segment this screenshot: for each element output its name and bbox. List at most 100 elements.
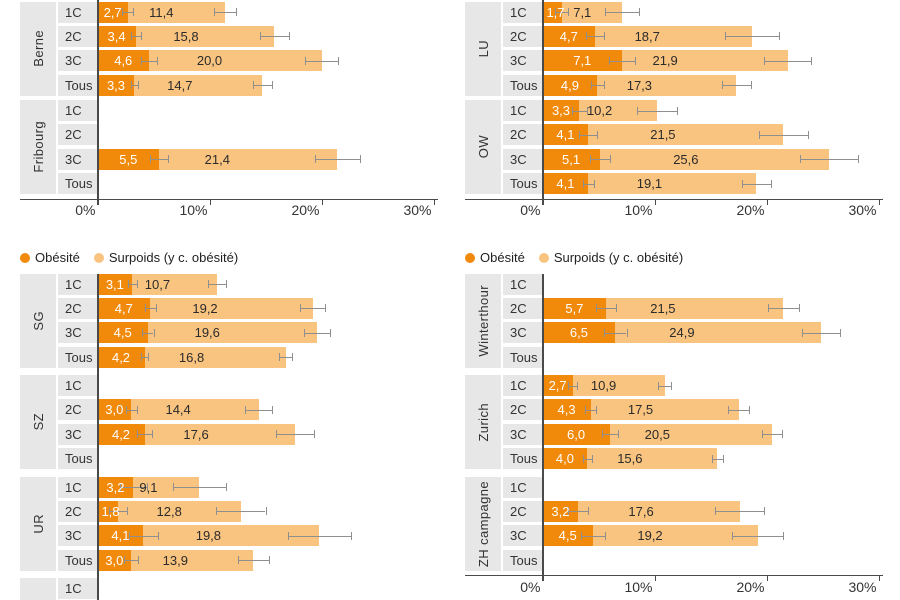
row-label: 2C (503, 25, 542, 47)
error-bar-obesite-right-cap (635, 56, 637, 65)
value-label-surpoids: 16,8 (178, 349, 205, 365)
error-bar-surpoids (237, 560, 269, 562)
error-bar-surpoids-right-cap (676, 106, 678, 115)
row-label: 1C (503, 375, 542, 397)
error-bar-surpoids-left-cap (728, 405, 730, 414)
row-label: 1C (503, 100, 542, 122)
error-bar-obesite-right-cap (136, 280, 138, 288)
error-bar-surpoids-right-cap (292, 353, 294, 362)
value-label-surpoids: 21,5 (650, 300, 676, 316)
bar-surpoids (97, 549, 254, 571)
error-bar-surpoids-right-cap (770, 179, 772, 188)
value-label-obesite: 4,1 (556, 127, 575, 143)
error-bar-surpoids-left-cap (764, 56, 766, 65)
row-label: 2C (58, 25, 97, 47)
x-axis-tick (209, 199, 211, 205)
error-bar-obesite-right-cap (133, 8, 135, 16)
value-label-obesite: 4,7 (559, 28, 578, 44)
bar-obesite (542, 124, 589, 146)
error-bar-obesite-left-cap (127, 280, 129, 288)
bar-obesite (97, 148, 160, 170)
legend-label: Obésité (35, 250, 80, 265)
value-label-obesite: 2,7 (103, 4, 122, 20)
error-bar-obesite (608, 60, 636, 62)
error-bar-surpoids-right-cap (783, 531, 785, 540)
value-label-obesite: 4,3 (557, 402, 576, 418)
error-bar-surpoids-left-cap (731, 531, 733, 540)
row-label: 3C (503, 423, 542, 445)
error-bar-obesite (582, 458, 592, 460)
error-bar-surpoids-right-cap (226, 280, 228, 288)
error-bar-obesite-right-cap (152, 430, 154, 439)
value-label-surpoids: 17,6 (628, 503, 654, 519)
error-bar-surpoids-right-cap (811, 56, 813, 65)
error-bar-surpoids-right-cap (782, 430, 784, 439)
error-bar-surpoids-left-cap (278, 353, 280, 362)
error-bar-obesite (590, 85, 605, 87)
error-bar-surpoids (213, 12, 237, 13)
error-bar-obesite-left-cap (580, 531, 582, 540)
error-bar-surpoids-left-cap (275, 430, 277, 439)
error-bar-surpoids-right-cap (764, 507, 766, 516)
error-bar-surpoids (767, 308, 799, 310)
error-bar-obesite (124, 560, 138, 562)
value-label-obesite: 5,7 (565, 300, 584, 316)
legend-item-obesite: Obésité (20, 250, 80, 265)
error-bar-surpoids-left-cap (314, 155, 316, 164)
value-label-obesite: 5,5 (119, 151, 138, 167)
error-bar-surpoids (300, 308, 325, 310)
row-label: 1C (503, 1, 542, 23)
error-bar-obesite-right-cap (596, 405, 598, 414)
error-bar-surpoids-right-cap (272, 405, 274, 414)
bar-obesite (97, 297, 151, 319)
error-bar-obesite-left-cap (568, 381, 570, 390)
error-bar-obesite (568, 511, 589, 513)
x-axis-tick-label: 20% (291, 202, 320, 219)
row-label: 3C (503, 50, 542, 72)
error-bar-obesite-right-cap (126, 507, 128, 516)
value-label-surpoids: 24,9 (669, 325, 695, 341)
bar-obesite (97, 1, 128, 23)
error-bar-surpoids (758, 134, 808, 136)
bar-obesite (542, 322, 616, 344)
error-bar-surpoids-right-cap (840, 328, 842, 337)
legend-label: Surpoids (y c. obésité) (553, 250, 684, 265)
x-axis-tick-label: 30% (848, 202, 877, 219)
bar-obesite (542, 173, 589, 195)
panel-sg-sz-ur: Obésité Surpoids (y c. obésité) SG 1C 3,1 10,… (20, 0, 455, 600)
error-bar-obesite-left-cap (596, 304, 598, 313)
row-label: 3C (503, 322, 542, 344)
error-bar-surpoids-right-cap (778, 32, 780, 41)
group-label-text: SZ (30, 413, 46, 431)
x-axis-line (20, 198, 438, 200)
legend-label: Surpoids (y c. obésité) (108, 250, 239, 265)
error-bar-surpoids-left-cap (758, 130, 760, 139)
row-label: 2C (58, 297, 97, 319)
value-label-surpoids: 17,5 (627, 402, 654, 418)
error-bar-surpoids-right-cap (226, 483, 228, 492)
error-bar-obesite (554, 12, 569, 13)
error-bar-surpoids-left-cap (721, 81, 723, 90)
obesite-legend-dot-icon (465, 252, 475, 263)
row-label: 3C (503, 525, 542, 547)
error-bar-surpoids (303, 332, 331, 334)
bar-obesite (542, 1, 562, 23)
error-bar-obesite (589, 159, 610, 161)
value-label-surpoids: 21,4 (204, 151, 230, 167)
bar-surpoids (97, 50, 322, 72)
group-label-zh-campagne: ZH campagne (465, 476, 501, 571)
error-bar-obesite (582, 183, 594, 185)
error-bar-obesite-left-cap (601, 430, 603, 439)
value-label-surpoids: 19,8 (195, 528, 222, 544)
row-label: 2C (58, 500, 97, 522)
error-bar-obesite-left-cap (585, 405, 587, 414)
group-label-sz: SZ (20, 375, 56, 470)
error-bar-obesite-left-cap (128, 531, 130, 540)
row-label: 3C (58, 525, 97, 547)
error-bar-surpoids-left-cap (213, 8, 215, 16)
error-bar-obesite (150, 159, 169, 161)
x-axis-tick-label: 0% (520, 578, 541, 595)
error-bar-surpoids-right-cap (807, 130, 809, 139)
bar-surpoids (542, 375, 665, 397)
zero-baseline (541, 0, 544, 205)
